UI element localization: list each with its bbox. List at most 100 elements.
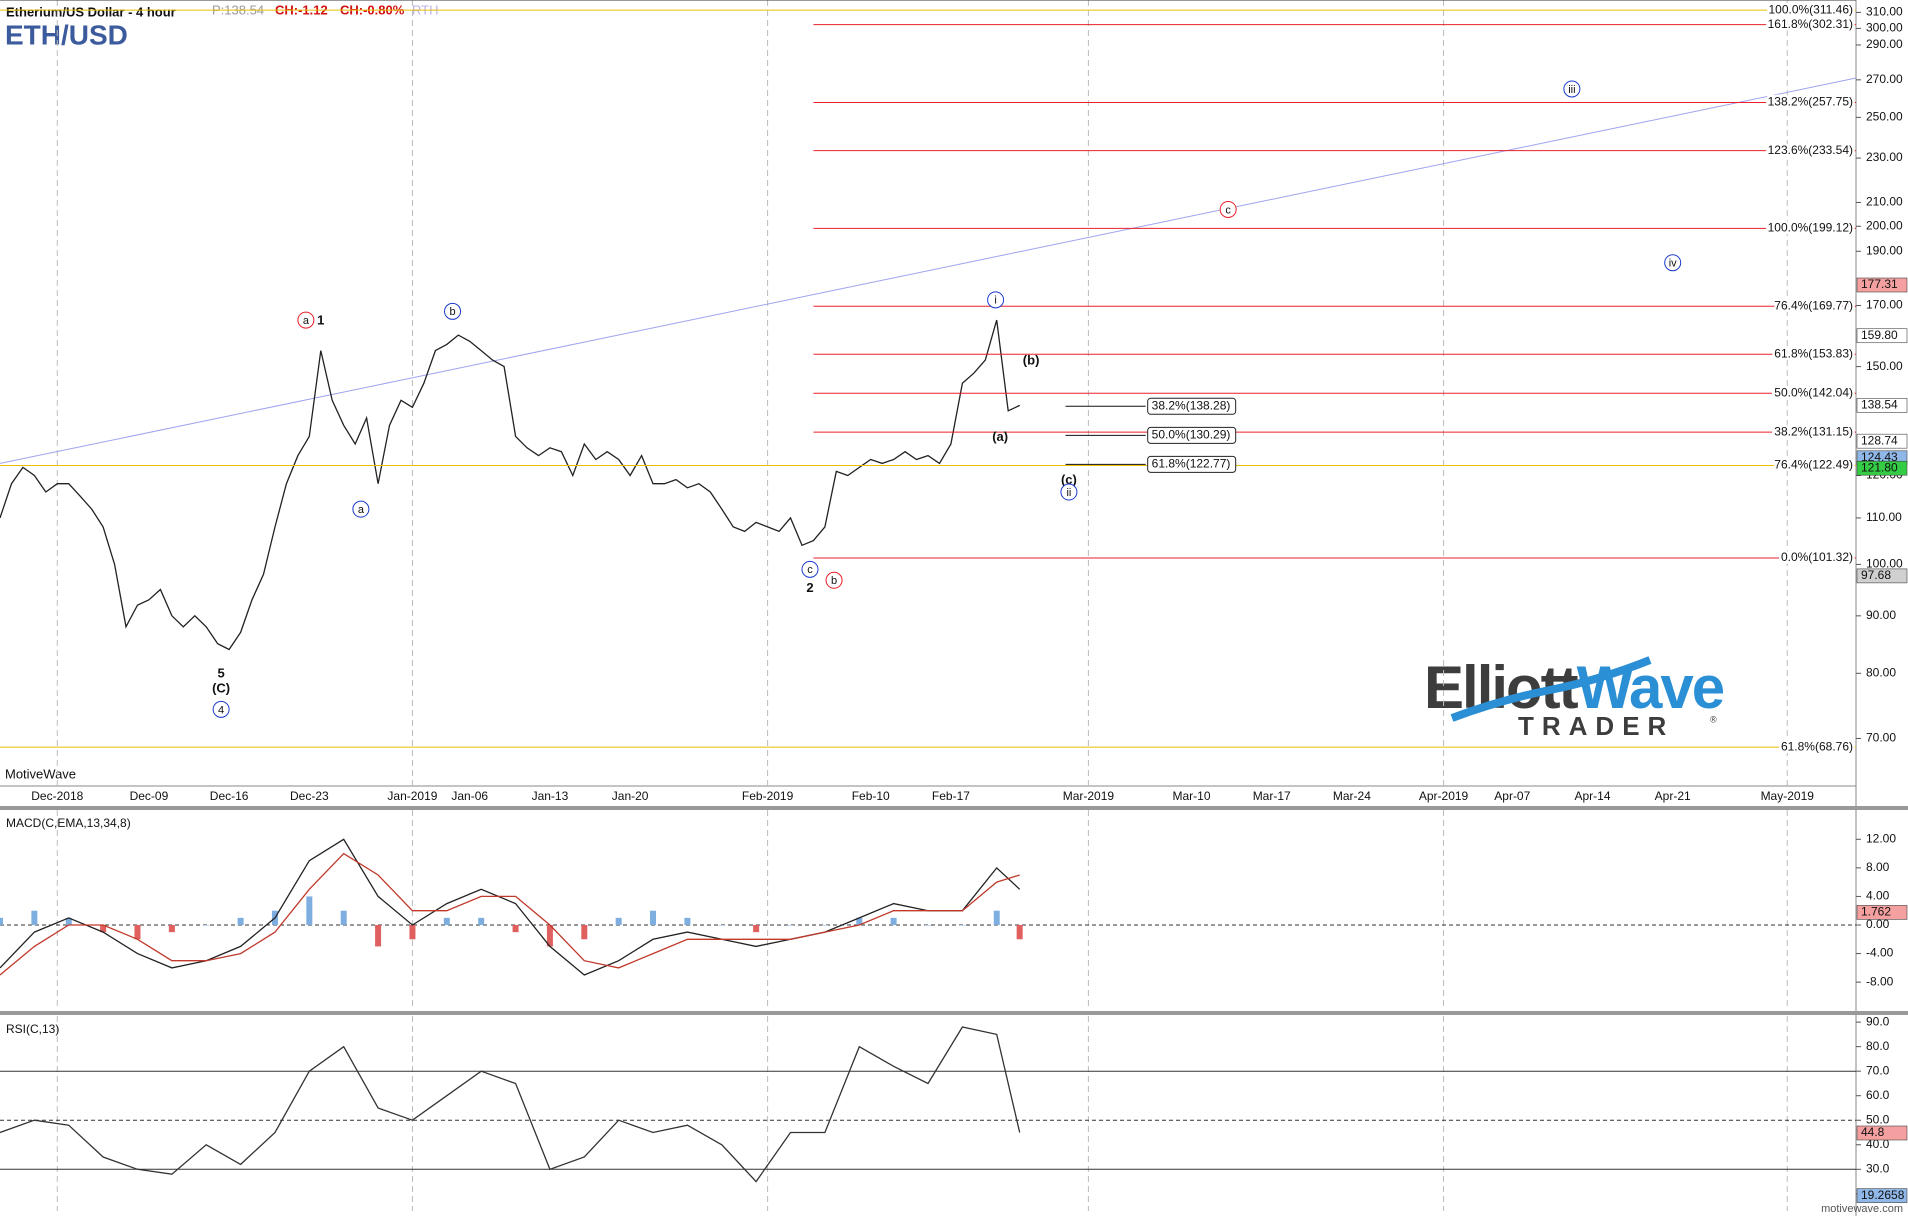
- histogram-bar: [100, 925, 107, 933]
- y-tick-label: 0.00: [1866, 917, 1890, 931]
- histogram-bar: [512, 925, 519, 933]
- fib-label: 76.4%(169.77): [1774, 298, 1853, 312]
- source: MotiveWave: [5, 766, 76, 781]
- panel-separator: [0, 806, 1908, 810]
- y-tick-label: 270.00: [1866, 72, 1903, 86]
- wave-label: (b): [1023, 353, 1040, 368]
- price-tag: [1856, 328, 1908, 344]
- wave-circle: [1563, 80, 1581, 98]
- y-tick-label: 310.00: [1866, 5, 1903, 19]
- wave-circle: [212, 700, 230, 718]
- price-tag-label: 138.54: [1861, 398, 1898, 412]
- histogram-bar: [168, 925, 175, 933]
- series-line: [0, 838, 1021, 976]
- panel-title: MACD(C,EMA,13,34,8): [6, 816, 131, 830]
- wave-circle: [1219, 200, 1237, 218]
- wave-label: iv: [1669, 258, 1677, 270]
- series-line: [0, 852, 1020, 976]
- wave-circle: [1060, 483, 1078, 501]
- price-tag-label: 177.31: [1861, 277, 1898, 291]
- y-tick-label: 200.00: [1866, 218, 1903, 232]
- price-tag-label: 1.762: [1861, 905, 1891, 919]
- histogram-bar: [959, 925, 966, 926]
- histogram-bar: [1016, 925, 1023, 940]
- logo-tagline: TRADER: [1518, 711, 1674, 741]
- price-tag-label: 124.43: [1861, 450, 1898, 464]
- wave-label: ii: [1066, 487, 1071, 499]
- histogram-bar: [0, 917, 3, 925]
- histogram-bar: [340, 910, 347, 925]
- panel-title: RSI(C,13): [6, 1022, 59, 1036]
- x-tick-label: Feb-10: [852, 789, 890, 803]
- price-tag: [1856, 905, 1908, 920]
- y-tick-label: 110.00: [1866, 510, 1902, 524]
- fib-label-box: [1147, 426, 1237, 444]
- x-tick-label: May-2019: [1761, 789, 1815, 803]
- wave-label: c: [807, 564, 813, 576]
- price-tag: [1856, 568, 1908, 584]
- wave-label: iii: [1568, 84, 1575, 96]
- wave-label: (c): [1061, 472, 1077, 487]
- logo-swoosh: [1450, 656, 1652, 722]
- y-tick-label: 150.00: [1866, 359, 1903, 373]
- y-tick-label: 40.0: [1866, 1137, 1890, 1151]
- histogram-bar: [856, 917, 863, 925]
- x-tick-label: Apr-07: [1494, 789, 1530, 803]
- histogram-bar: [684, 917, 691, 925]
- histogram-bar: [203, 925, 210, 926]
- fib-label: 100.0%(199.12): [1768, 221, 1853, 235]
- price-tag-label: 44.8: [1861, 1125, 1885, 1139]
- price-tag-label: 19.2658: [1861, 1188, 1905, 1202]
- x-tick-label: Dec-16: [210, 789, 249, 803]
- y-tick-label: 80.00: [1866, 665, 1896, 679]
- y-tick-label: 80.0: [1866, 1039, 1890, 1053]
- wave-label: a: [303, 315, 310, 327]
- wave-label: 4: [218, 704, 224, 716]
- x-tick-label: Jan-2019: [387, 789, 437, 803]
- fib-label: 76.4%(122.49): [1774, 458, 1853, 472]
- wave-label: 5: [217, 666, 224, 681]
- y-tick-label: 90.00: [1866, 608, 1896, 622]
- histogram-bar: [237, 917, 244, 925]
- x-tick-label: Dec-09: [130, 789, 169, 803]
- wave-label: c: [1225, 204, 1231, 216]
- x-tick-label: Jan-20: [612, 789, 649, 803]
- fib-label: 161.8%(302.31): [1768, 17, 1853, 31]
- price-tag: [1856, 1188, 1908, 1203]
- logo-mark: ®: [1710, 714, 1717, 724]
- series-line: [0, 1026, 1021, 1183]
- fib-label: 0.0%(101.32): [1781, 550, 1853, 564]
- histogram-bar: [31, 910, 38, 925]
- price-tag: [1856, 460, 1908, 476]
- histogram-bar: [718, 925, 725, 926]
- x-tick-label: Feb-17: [932, 789, 970, 803]
- price-tag: [1856, 433, 1908, 449]
- wave-label: (C): [212, 681, 230, 696]
- histogram-bar: [581, 925, 588, 940]
- histogram-bar: [375, 925, 382, 947]
- x-tick-label: Mar-10: [1172, 789, 1210, 803]
- wave-label: b: [449, 306, 455, 318]
- wave-circle: [444, 302, 462, 320]
- y-tick-label: 4.00: [1866, 889, 1890, 903]
- histogram-bar: [925, 925, 931, 926]
- x-tick-label: Mar-2019: [1063, 789, 1115, 803]
- price-tag: [1856, 1125, 1908, 1141]
- y-tick-label: 100.00: [1866, 557, 1903, 571]
- fib-label: 38.2%(138.28): [1152, 398, 1231, 412]
- wave-label: b: [831, 575, 837, 587]
- price-tag-label: 128.74: [1861, 433, 1898, 447]
- wave-circle: [352, 500, 370, 518]
- series-line: [0, 319, 1020, 651]
- fib-label: 50.0%(130.29): [1152, 428, 1231, 442]
- histogram-bar: [546, 925, 553, 947]
- wave-circle: [1664, 254, 1682, 272]
- price-tag: [1856, 398, 1908, 413]
- panel-separator: [0, 1011, 1908, 1015]
- histogram-bar: [478, 917, 485, 925]
- price-tag-label: 159.80: [1861, 328, 1898, 342]
- wave-label: a: [358, 504, 365, 516]
- y-tick-label: 70.00: [1866, 731, 1896, 745]
